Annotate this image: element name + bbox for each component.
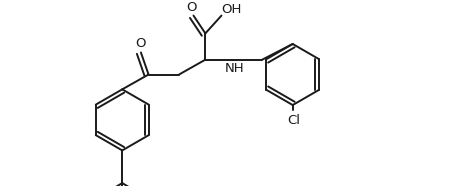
Text: NH: NH [225,62,245,76]
Text: O: O [186,1,197,14]
Text: Cl: Cl [287,114,300,127]
Text: OH: OH [221,3,242,16]
Text: O: O [136,37,146,50]
